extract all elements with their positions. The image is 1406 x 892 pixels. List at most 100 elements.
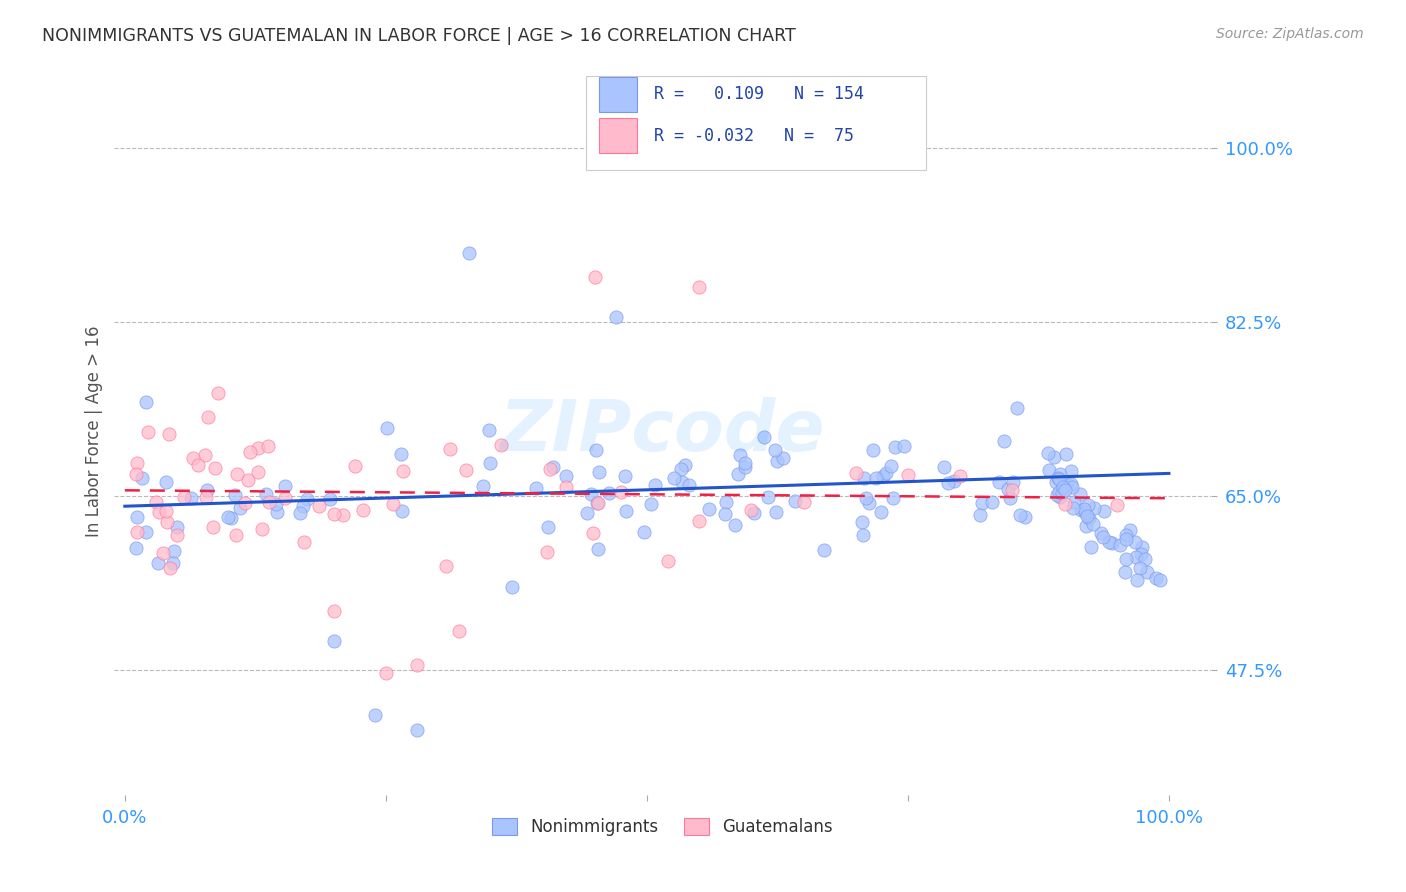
Point bbox=[125, 510, 148, 524]
Point bbox=[1014, 510, 1036, 524]
Point bbox=[375, 420, 398, 434]
Point bbox=[406, 658, 429, 673]
Text: R = -0.032   N =  75: R = -0.032 N = 75 bbox=[654, 127, 853, 145]
Point bbox=[181, 451, 204, 466]
Point bbox=[238, 473, 260, 487]
Point bbox=[322, 633, 344, 648]
Point bbox=[187, 458, 209, 472]
Point bbox=[257, 495, 280, 509]
Point bbox=[993, 434, 1015, 449]
Point bbox=[1126, 573, 1149, 587]
Point bbox=[541, 459, 564, 474]
Point bbox=[1056, 477, 1078, 491]
Point bbox=[714, 494, 737, 508]
Point bbox=[845, 466, 868, 480]
Point bbox=[852, 471, 875, 485]
Point bbox=[997, 483, 1019, 497]
Point bbox=[194, 491, 217, 505]
Point bbox=[688, 514, 710, 528]
Point bbox=[869, 505, 891, 519]
Point bbox=[224, 488, 246, 502]
Point bbox=[1115, 532, 1137, 546]
Point bbox=[1038, 462, 1060, 476]
Legend: Nonimmigrants, Guatemalans: Nonimmigrants, Guatemalans bbox=[484, 810, 841, 845]
Point bbox=[382, 497, 405, 511]
Point bbox=[969, 508, 991, 523]
Point bbox=[127, 525, 149, 540]
Point bbox=[204, 460, 226, 475]
Point bbox=[1074, 505, 1097, 519]
Point bbox=[274, 479, 297, 493]
Point bbox=[1059, 464, 1081, 478]
Point bbox=[633, 525, 655, 540]
Point bbox=[934, 460, 956, 475]
Point bbox=[1129, 547, 1152, 561]
Point bbox=[229, 500, 252, 515]
Point bbox=[197, 409, 219, 424]
Point bbox=[936, 475, 959, 490]
Point bbox=[554, 480, 576, 494]
Point bbox=[479, 456, 502, 470]
Point bbox=[247, 465, 270, 479]
Point bbox=[897, 468, 920, 483]
Point bbox=[207, 386, 229, 401]
Point bbox=[664, 471, 686, 485]
Point bbox=[135, 524, 157, 539]
Point bbox=[943, 474, 966, 488]
Text: ZIPcode: ZIPcode bbox=[499, 397, 825, 467]
Point bbox=[614, 468, 637, 483]
Point bbox=[225, 467, 247, 481]
Point bbox=[155, 503, 177, 517]
Point bbox=[588, 496, 610, 510]
Point bbox=[598, 486, 620, 500]
Point bbox=[1060, 480, 1083, 494]
Point bbox=[1091, 531, 1114, 545]
Point bbox=[1049, 467, 1071, 482]
Point bbox=[538, 461, 561, 475]
Point bbox=[364, 708, 387, 723]
Point bbox=[157, 427, 180, 442]
Point bbox=[1046, 470, 1069, 484]
Point bbox=[1060, 476, 1083, 491]
Point bbox=[675, 458, 697, 472]
Point bbox=[180, 491, 202, 505]
Point bbox=[882, 491, 904, 506]
Point bbox=[671, 475, 693, 489]
Point bbox=[714, 507, 737, 521]
Point bbox=[855, 491, 877, 506]
Point bbox=[765, 443, 787, 458]
Point bbox=[162, 557, 184, 571]
Point bbox=[640, 497, 662, 511]
Point bbox=[657, 554, 679, 568]
Point bbox=[1083, 501, 1105, 516]
Point bbox=[146, 557, 169, 571]
Point bbox=[880, 458, 903, 473]
Point bbox=[239, 444, 262, 458]
Point bbox=[724, 518, 747, 533]
Point bbox=[813, 543, 835, 558]
Point bbox=[1125, 549, 1147, 564]
Point bbox=[1123, 534, 1146, 549]
Point bbox=[1063, 495, 1085, 509]
Point bbox=[1133, 552, 1156, 566]
Point bbox=[136, 425, 159, 439]
Point bbox=[391, 504, 413, 518]
Point bbox=[343, 459, 366, 474]
Point bbox=[575, 507, 598, 521]
Point bbox=[998, 491, 1021, 505]
Point bbox=[644, 478, 666, 492]
Point bbox=[1105, 498, 1128, 512]
Point bbox=[374, 666, 396, 681]
Point bbox=[981, 494, 1004, 508]
Text: R =   0.109   N = 154: R = 0.109 N = 154 bbox=[654, 86, 863, 103]
Point bbox=[319, 491, 342, 506]
Point bbox=[458, 245, 481, 260]
Point bbox=[884, 440, 907, 454]
Point bbox=[1062, 500, 1084, 515]
Point bbox=[1054, 447, 1077, 461]
Point bbox=[291, 499, 314, 513]
FancyBboxPatch shape bbox=[599, 119, 637, 153]
Point bbox=[1049, 490, 1071, 504]
Point bbox=[439, 442, 461, 456]
Point bbox=[688, 280, 710, 294]
